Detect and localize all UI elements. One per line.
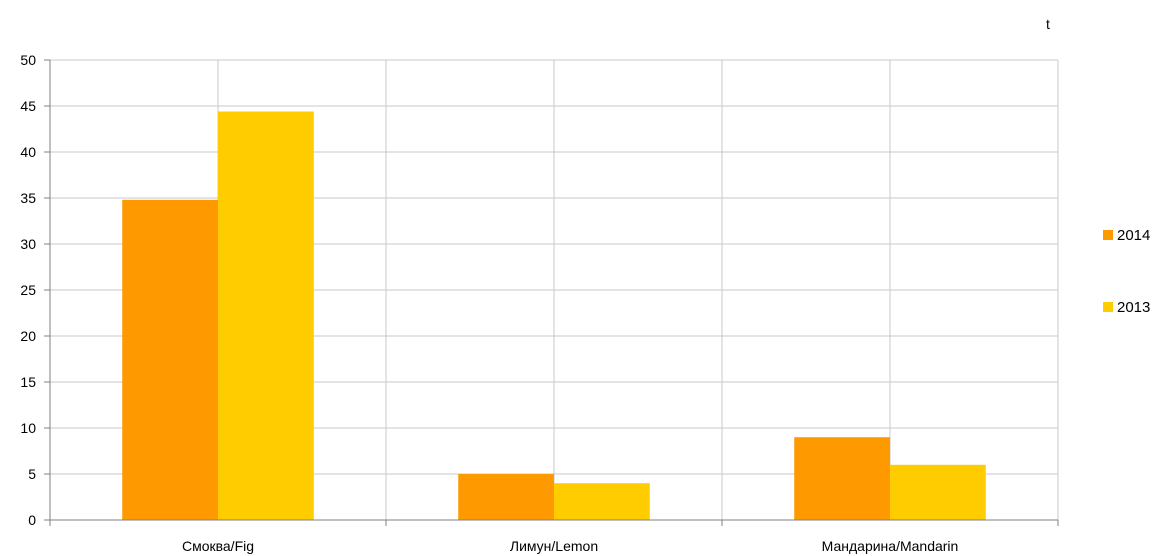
y-tick-label: 20 [20,328,36,344]
bar-2014-0 [122,199,218,520]
legend-swatch-2013 [1103,302,1113,312]
y-tick-label: 10 [20,420,36,436]
legend-label: 2013 [1117,299,1150,316]
x-category-label: Мандарина/Mandarin [822,538,959,554]
y-tick-label: 25 [20,282,36,298]
unit-label: t [1046,16,1050,32]
y-tick-label: 45 [20,98,36,114]
y-tick-label: 0 [28,512,36,528]
bars [122,111,986,521]
bar-2014-2 [794,437,890,520]
y-tick-label: 50 [20,52,36,68]
y-axis-ticks: 0 5 10 15 20 25 30 35 40 45 50 [20,52,50,528]
y-tick-label: 35 [20,190,36,206]
legend-label: 2014 [1117,227,1150,244]
y-tick-label: 30 [20,236,36,252]
bar-2013-1 [554,483,650,520]
y-tick-label: 5 [28,466,36,482]
bar-2013-0 [218,111,314,521]
y-tick-label: 40 [20,144,36,160]
y-tick-label: 15 [20,374,36,390]
bar-2013-2 [890,464,986,520]
legend-swatch-2014 [1103,230,1113,240]
bar-2014-1 [458,474,554,520]
x-category-label: Смоква/Fig [182,538,254,554]
x-axis-labels: Смоква/Fig Лимун/Lemon Мандарина/Mandarin [182,538,958,554]
x-category-label: Лимун/Lemon [510,538,598,554]
legend: 2014 2013 [1103,227,1150,316]
